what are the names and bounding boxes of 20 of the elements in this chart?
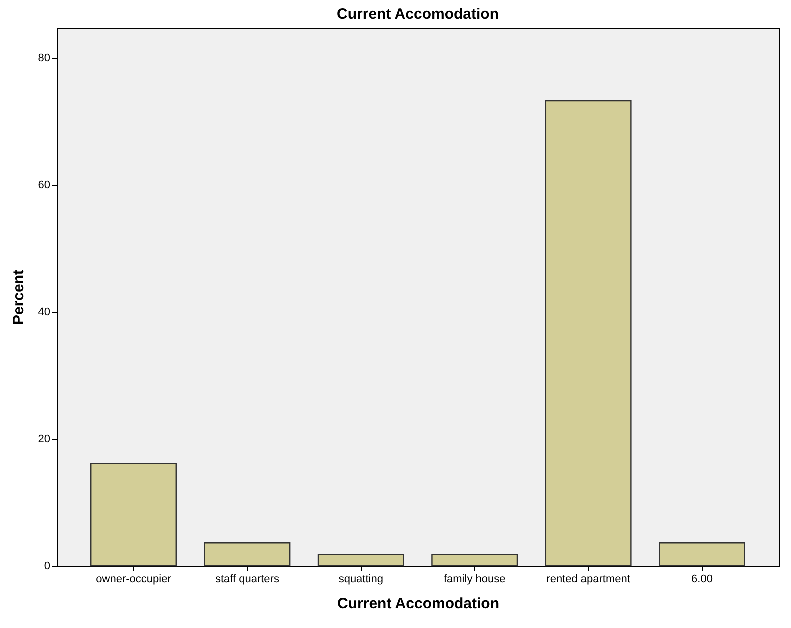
x-tick-label: 6.00 xyxy=(692,574,713,586)
x-tick-label: owner-occupier xyxy=(96,574,172,586)
y-axis-title: Percent xyxy=(10,270,28,326)
x-tick-label: staff quarters xyxy=(215,574,280,586)
bar xyxy=(204,542,291,567)
y-tick-label: 80 xyxy=(38,52,50,64)
bar xyxy=(318,554,404,567)
bar xyxy=(545,100,632,567)
bar xyxy=(432,554,518,567)
chart-title: Current Accomodation xyxy=(337,6,499,23)
y-tick-label: 20 xyxy=(38,433,50,446)
x-axis-title: Current Accomodation xyxy=(338,596,500,612)
y-tick-label: 0 xyxy=(44,560,50,572)
bar xyxy=(90,463,177,567)
x-tick-label: rented apartment xyxy=(546,574,630,586)
y-tick-label: 40 xyxy=(38,306,50,318)
x-tick-label: squatting xyxy=(338,574,384,586)
bar xyxy=(659,542,746,567)
y-tick-label: 60 xyxy=(38,179,50,192)
x-tick-label: family house xyxy=(444,574,506,586)
